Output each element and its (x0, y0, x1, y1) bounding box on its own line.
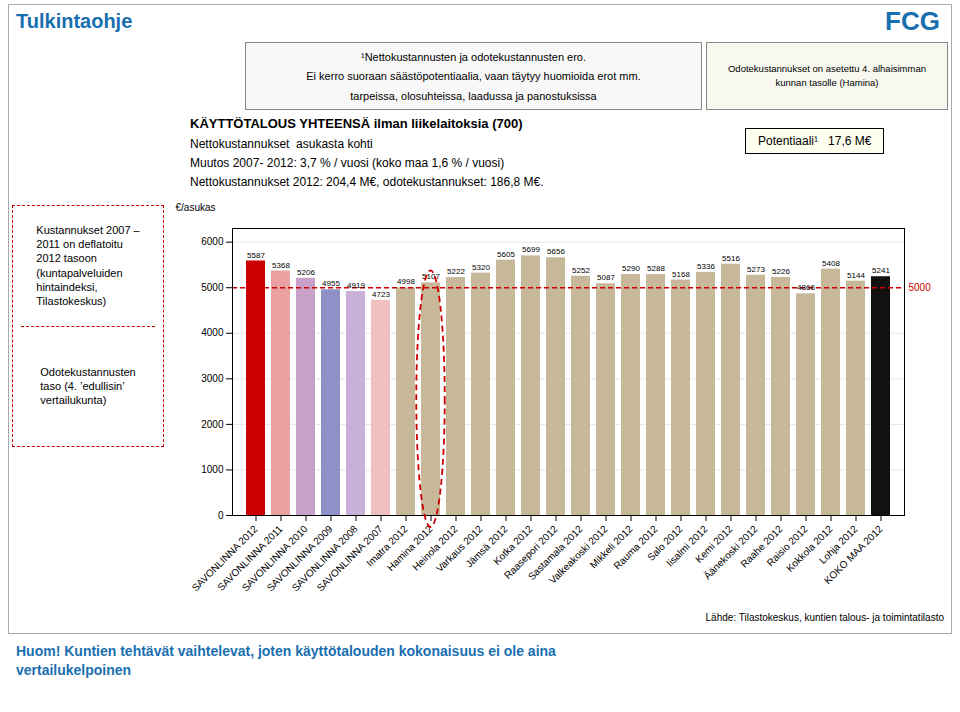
svg-text:SAVONLINNA 2009: SAVONLINNA 2009 (264, 523, 335, 594)
html-text:Tulkintaohje: Tulkintaohje (16, 10, 133, 32)
svg-text:6000: 6000 (201, 236, 224, 247)
svg-text:Kotka 2012: Kotka 2012 (491, 523, 535, 567)
svg-text:5516: 5516 (722, 254, 740, 263)
svg-text:5206: 5206 (297, 268, 315, 277)
svg-text:5336: 5336 (697, 262, 715, 271)
svg-text:1000: 1000 (201, 464, 224, 475)
html-text:Potentiaali¹ 17,6 M€: Potentiaali¹ 17,6 M€ (758, 134, 872, 148)
svg-text:Jämsä 2012: Jämsä 2012 (463, 523, 510, 570)
svg-text:5144: 5144 (847, 271, 865, 280)
html-text:Odotekustannukset on asetettu: Odotekustannukset on asetettu 4. alhaisi… (728, 62, 926, 88)
html-text:Nettokustannukset asukasta koh: Nettokustannukset asukasta kohti (190, 137, 373, 151)
svg-text:3000: 3000 (201, 373, 224, 384)
svg-text:Iisalmi 2012: Iisalmi 2012 (664, 523, 710, 569)
svg-text:5087: 5087 (597, 273, 615, 282)
html-text:Nettokustannukset 2012: 204,4: Nettokustannukset 2012: 204,4 M€, odotek… (190, 175, 544, 189)
svg-text:Raahe 2012: Raahe 2012 (738, 523, 785, 570)
html-text:KÄYTTÖTALOUS YHTEENSÄ ilman li: KÄYTTÖTALOUS YHTEENSÄ ilman liikelaitoks… (190, 116, 523, 131)
svg-text:SAVONLINNA 2008: SAVONLINNA 2008 (289, 523, 360, 594)
svg-text:SAVONLINNA 2007: SAVONLINNA 2007 (314, 523, 385, 594)
svg-text:Rauma 2012: Rauma 2012 (611, 523, 660, 572)
svg-text:Äänekoski 2012: Äänekoski 2012 (701, 523, 760, 582)
svg-text:5587: 5587 (247, 251, 265, 260)
svg-text:Salo 2012: Salo 2012 (645, 523, 685, 563)
svg-text:4919: 4919 (347, 281, 365, 290)
svg-text:Mikkeli 2012: Mikkeli 2012 (587, 523, 635, 571)
svg-text:5656: 5656 (547, 247, 565, 256)
html-text:Muutos 2007- 2012: 3,7 % / vuo: Muutos 2007- 2012: 3,7 % / vuosi (koko m… (190, 156, 505, 170)
svg-text:5000: 5000 (909, 282, 932, 293)
svg-text:Lohja 2012: Lohja 2012 (816, 523, 860, 566)
html-text:FCG: FCG (885, 6, 940, 36)
svg-text:5000: 5000 (201, 282, 224, 293)
svg-text:Sastamala 2012: Sastamala 2012 (525, 523, 585, 583)
html-text:tarpeissa, olosuhteissa, laadu: tarpeissa, olosuhteissa, laadussa ja pan… (350, 89, 597, 102)
html-text:¹Nettokustannusten ja odotekus: ¹Nettokustannusten ja odotekustannusten … (361, 50, 586, 63)
svg-text:5408: 5408 (822, 259, 840, 268)
svg-text:Raisio 2012: Raisio 2012 (764, 523, 810, 569)
svg-text:0: 0 (218, 510, 224, 521)
svg-text:4955: 4955 (322, 279, 340, 288)
svg-text:Kokkola 2012: Kokkola 2012 (784, 523, 835, 574)
svg-text:Kemi 2012: Kemi 2012 (693, 523, 735, 565)
svg-text:5168: 5168 (672, 270, 690, 279)
svg-text:5222: 5222 (447, 267, 465, 276)
html-text:Odotekustannusten taso (4. ’ed: Odotekustannusten taso (4. ’edullisin’ v… (40, 365, 136, 407)
svg-text:2000: 2000 (201, 419, 224, 430)
svg-text:5226: 5226 (772, 267, 790, 276)
svg-text:SAVONLINNA 2010: SAVONLINNA 2010 (239, 523, 310, 594)
svg-text:Raasepori 2012: Raasepori 2012 (502, 523, 560, 581)
svg-text:KOKO MAA 2012: KOKO MAA 2012 (822, 523, 885, 586)
svg-text:5288: 5288 (647, 264, 665, 273)
svg-text:4998: 4998 (397, 277, 415, 286)
svg-text:5290: 5290 (622, 264, 640, 273)
svg-text:€/asukas: €/asukas (176, 202, 216, 213)
html-text:Lähde: Tilastokeskus, kuntien: Lähde: Tilastokeskus, kuntien talous- ja… (705, 612, 944, 623)
svg-text:Heinola 2012: Heinola 2012 (410, 523, 460, 573)
svg-text:SAVONLINNA 2012: SAVONLINNA 2012 (189, 523, 260, 594)
svg-text:Valkeakoski 2012: Valkeakoski 2012 (547, 523, 610, 586)
svg-text:5273: 5273 (747, 265, 765, 274)
html-text:Ei kerro suoraan säästöpotenti: Ei kerro suoraan säästöpotentiaalia, vaa… (306, 70, 641, 82)
html-text:Kustannukset 2007 – 2011 on de: Kustannukset 2007 – 2011 on deflatoitu 2… (36, 223, 140, 308)
svg-text:5241: 5241 (872, 266, 890, 275)
svg-text:4723: 4723 (372, 290, 390, 299)
svg-text:Imatra 2012: Imatra 2012 (364, 523, 410, 569)
svg-text:5368: 5368 (272, 261, 290, 270)
html-text:Huom! Kuntien tehtävät vaihtel: Huom! Kuntien tehtävät vaihtelevat, jote… (16, 643, 556, 678)
svg-text:5320: 5320 (472, 263, 490, 272)
svg-text:Varkaus 2012: Varkaus 2012 (433, 523, 485, 575)
svg-text:SAVONLINNA 2011: SAVONLINNA 2011 (215, 523, 285, 593)
svg-text:5699: 5699 (522, 245, 540, 254)
svg-text:5252: 5252 (572, 266, 590, 275)
svg-text:4000: 4000 (201, 327, 224, 338)
svg-text:Hamina 2012: Hamina 2012 (384, 523, 435, 574)
svg-text:5107: 5107 (422, 272, 440, 282)
svg-text:5605: 5605 (497, 250, 515, 259)
svg-text:4866: 4866 (797, 283, 815, 292)
